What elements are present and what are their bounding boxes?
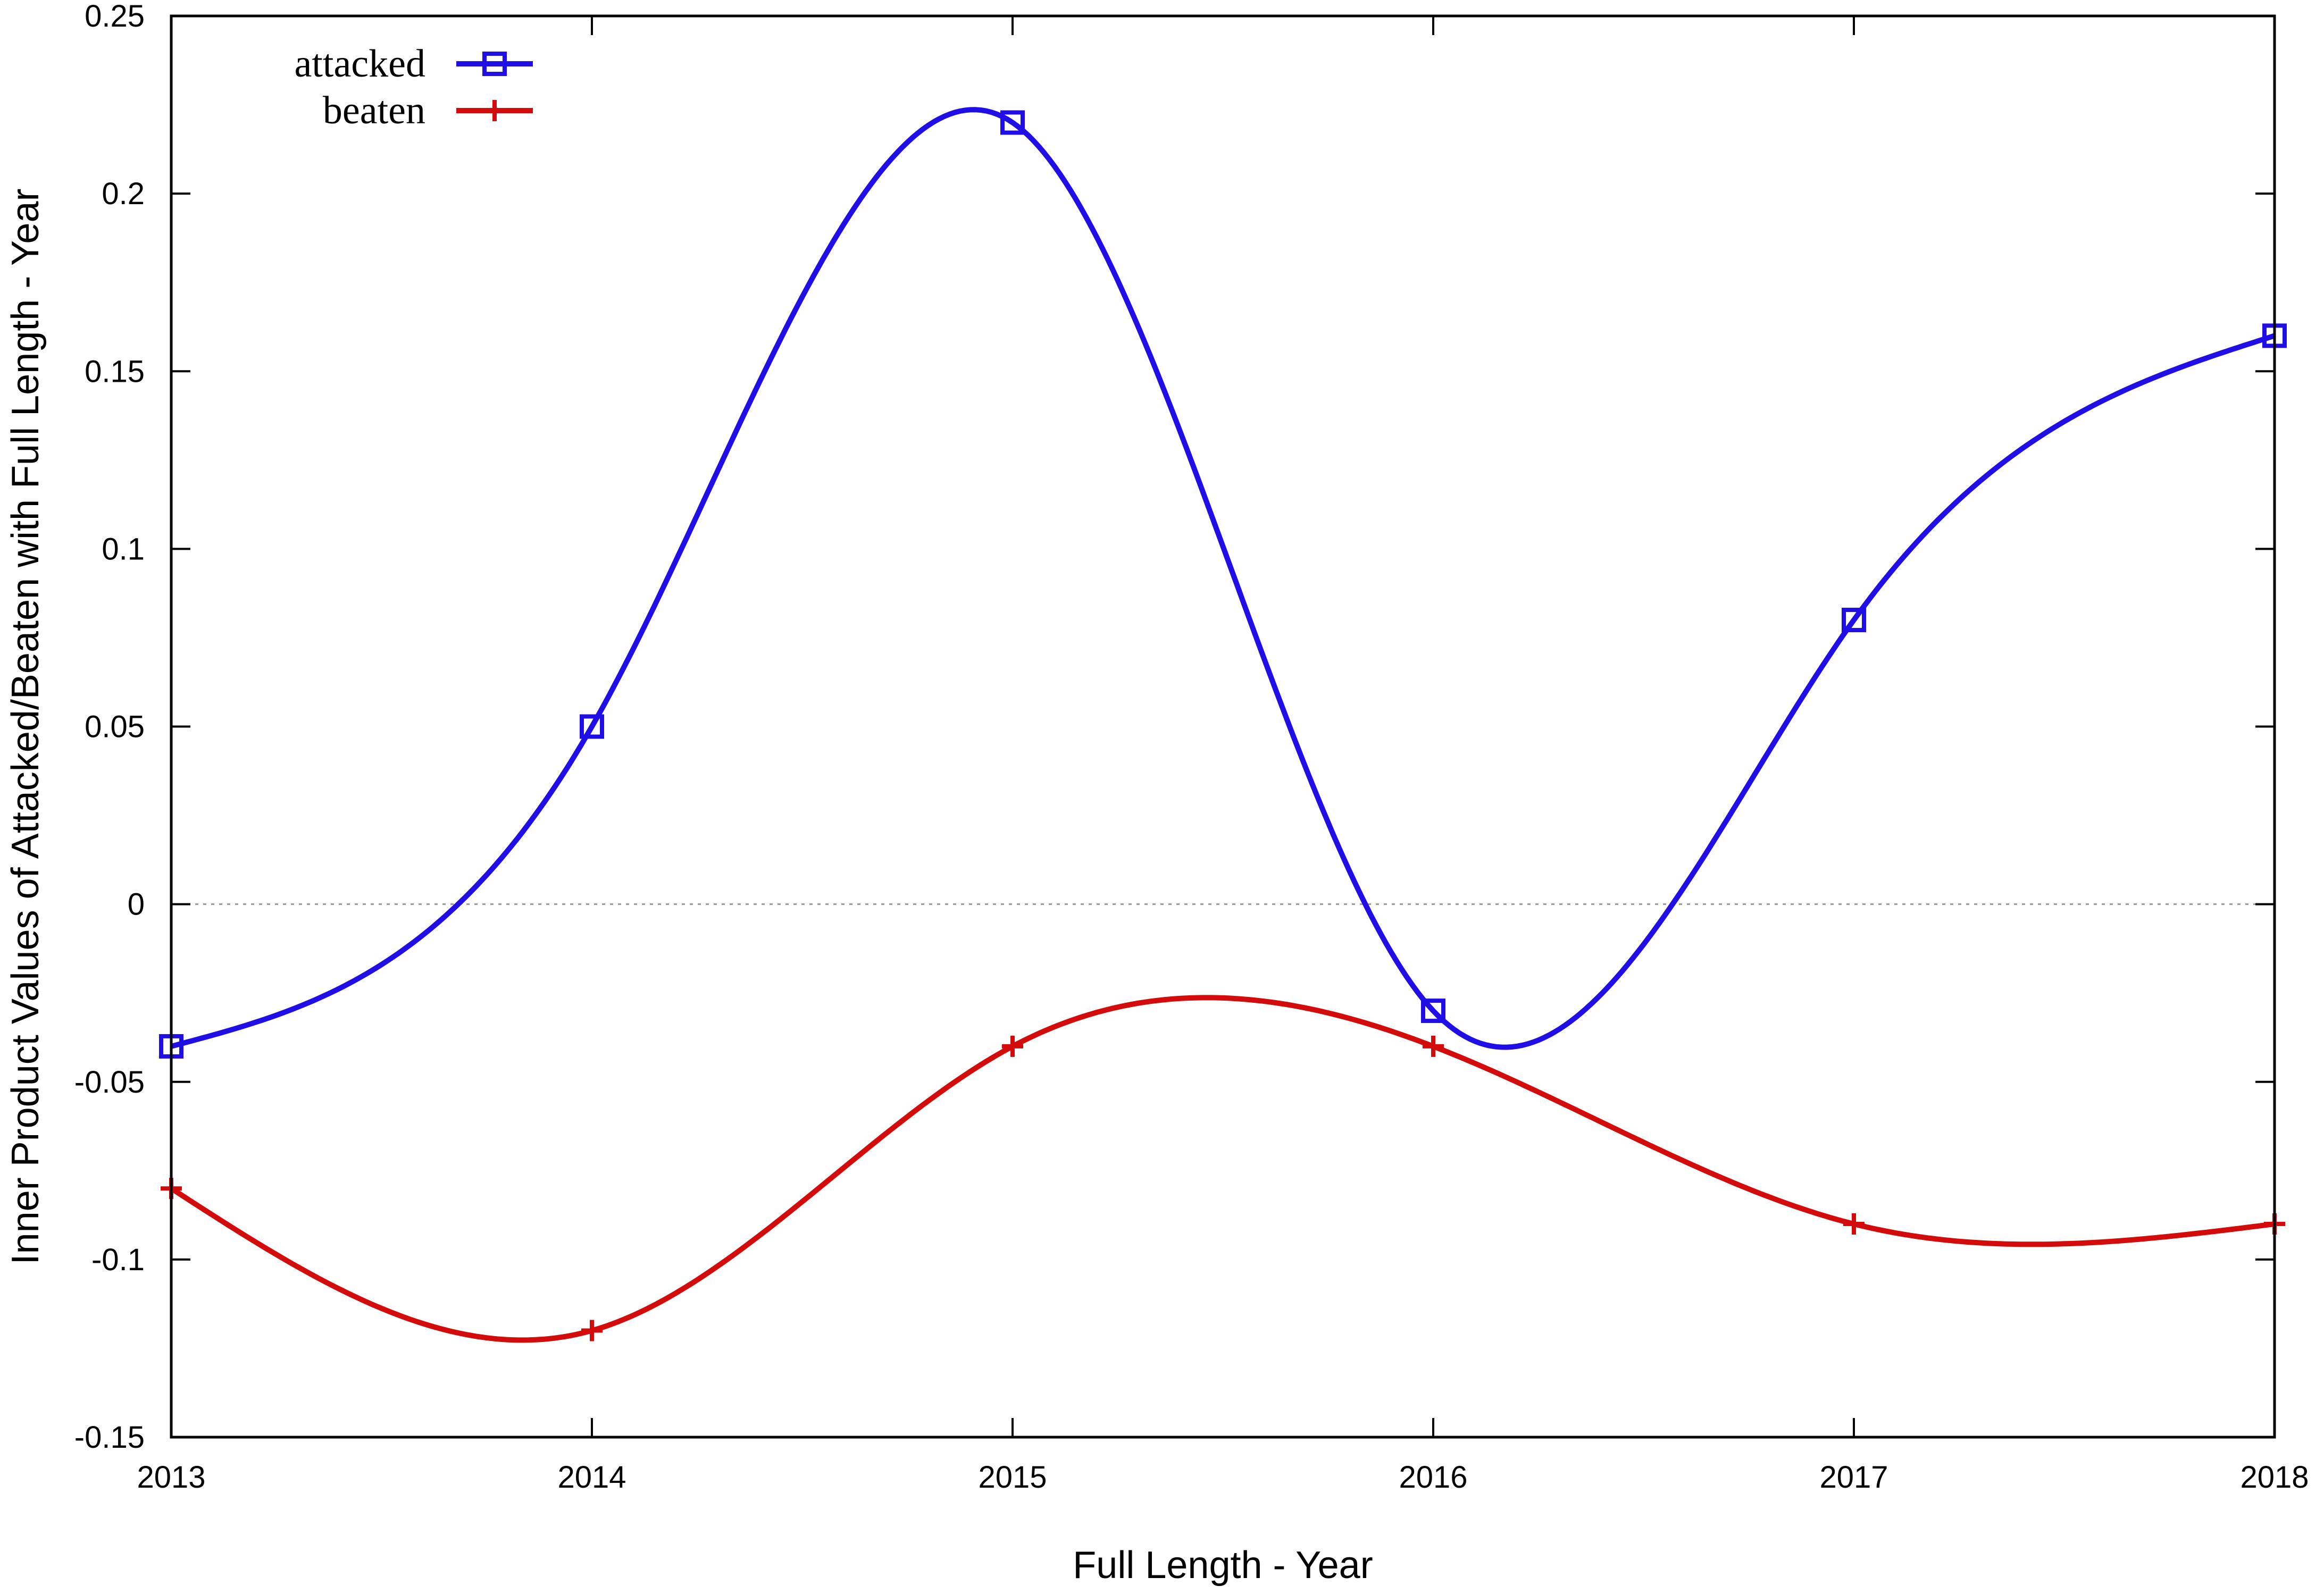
y-tick-label: 0.25	[85, 0, 145, 33]
legend-marker	[484, 100, 505, 121]
data-point-attacked	[1842, 608, 1866, 633]
plot-frame	[170, 14, 2276, 1439]
y-tick-label: 0.05	[85, 710, 145, 744]
legend-label: attacked	[295, 42, 426, 86]
y-tick-label: -0.1	[91, 1243, 145, 1277]
y-tick-label: 0.1	[102, 532, 145, 566]
x-tick-label: 2017	[1819, 1460, 1888, 1495]
y-tick-label: 0.15	[85, 354, 145, 389]
legend-label: beaten	[323, 89, 425, 132]
data-point-attacked	[1000, 110, 1025, 135]
x-tick-label: 2016	[1399, 1460, 1467, 1495]
x-tick-label: 2013	[137, 1460, 205, 1495]
series-layer	[159, 107, 2287, 1343]
data-point-beaten	[581, 1320, 603, 1341]
x-tick-label: 2015	[978, 1460, 1047, 1495]
data-point-beaten	[1002, 1035, 1023, 1057]
y-axis-title: Inner Product Values of Attacked/Beaten …	[4, 189, 47, 1265]
y-tick-label: 0	[128, 887, 145, 922]
legend-marker	[482, 52, 507, 76]
x-axis-title: Full Length - Year	[1073, 1544, 1373, 1587]
y-tick-label: -0.15	[74, 1420, 145, 1455]
axis-ticks: 2013 2014 2015 2016 2017 2018 -0.15 -0.1 -0.05 0 0…	[74, 0, 2309, 1495]
x-tick-label: 2014	[557, 1460, 626, 1495]
y-tick-label: 0.2	[102, 177, 145, 211]
series-line-beaten	[170, 995, 2275, 1343]
x-tick-label: 2018	[2240, 1460, 2309, 1495]
y-tick-label: -0.05	[74, 1065, 145, 1100]
data-point-beaten	[1423, 1035, 1444, 1057]
series-line-attacked	[170, 107, 2276, 1050]
data-point-beaten	[1843, 1213, 1865, 1235]
data-point-attacked	[1421, 999, 1445, 1023]
data-point-attacked	[580, 714, 604, 739]
